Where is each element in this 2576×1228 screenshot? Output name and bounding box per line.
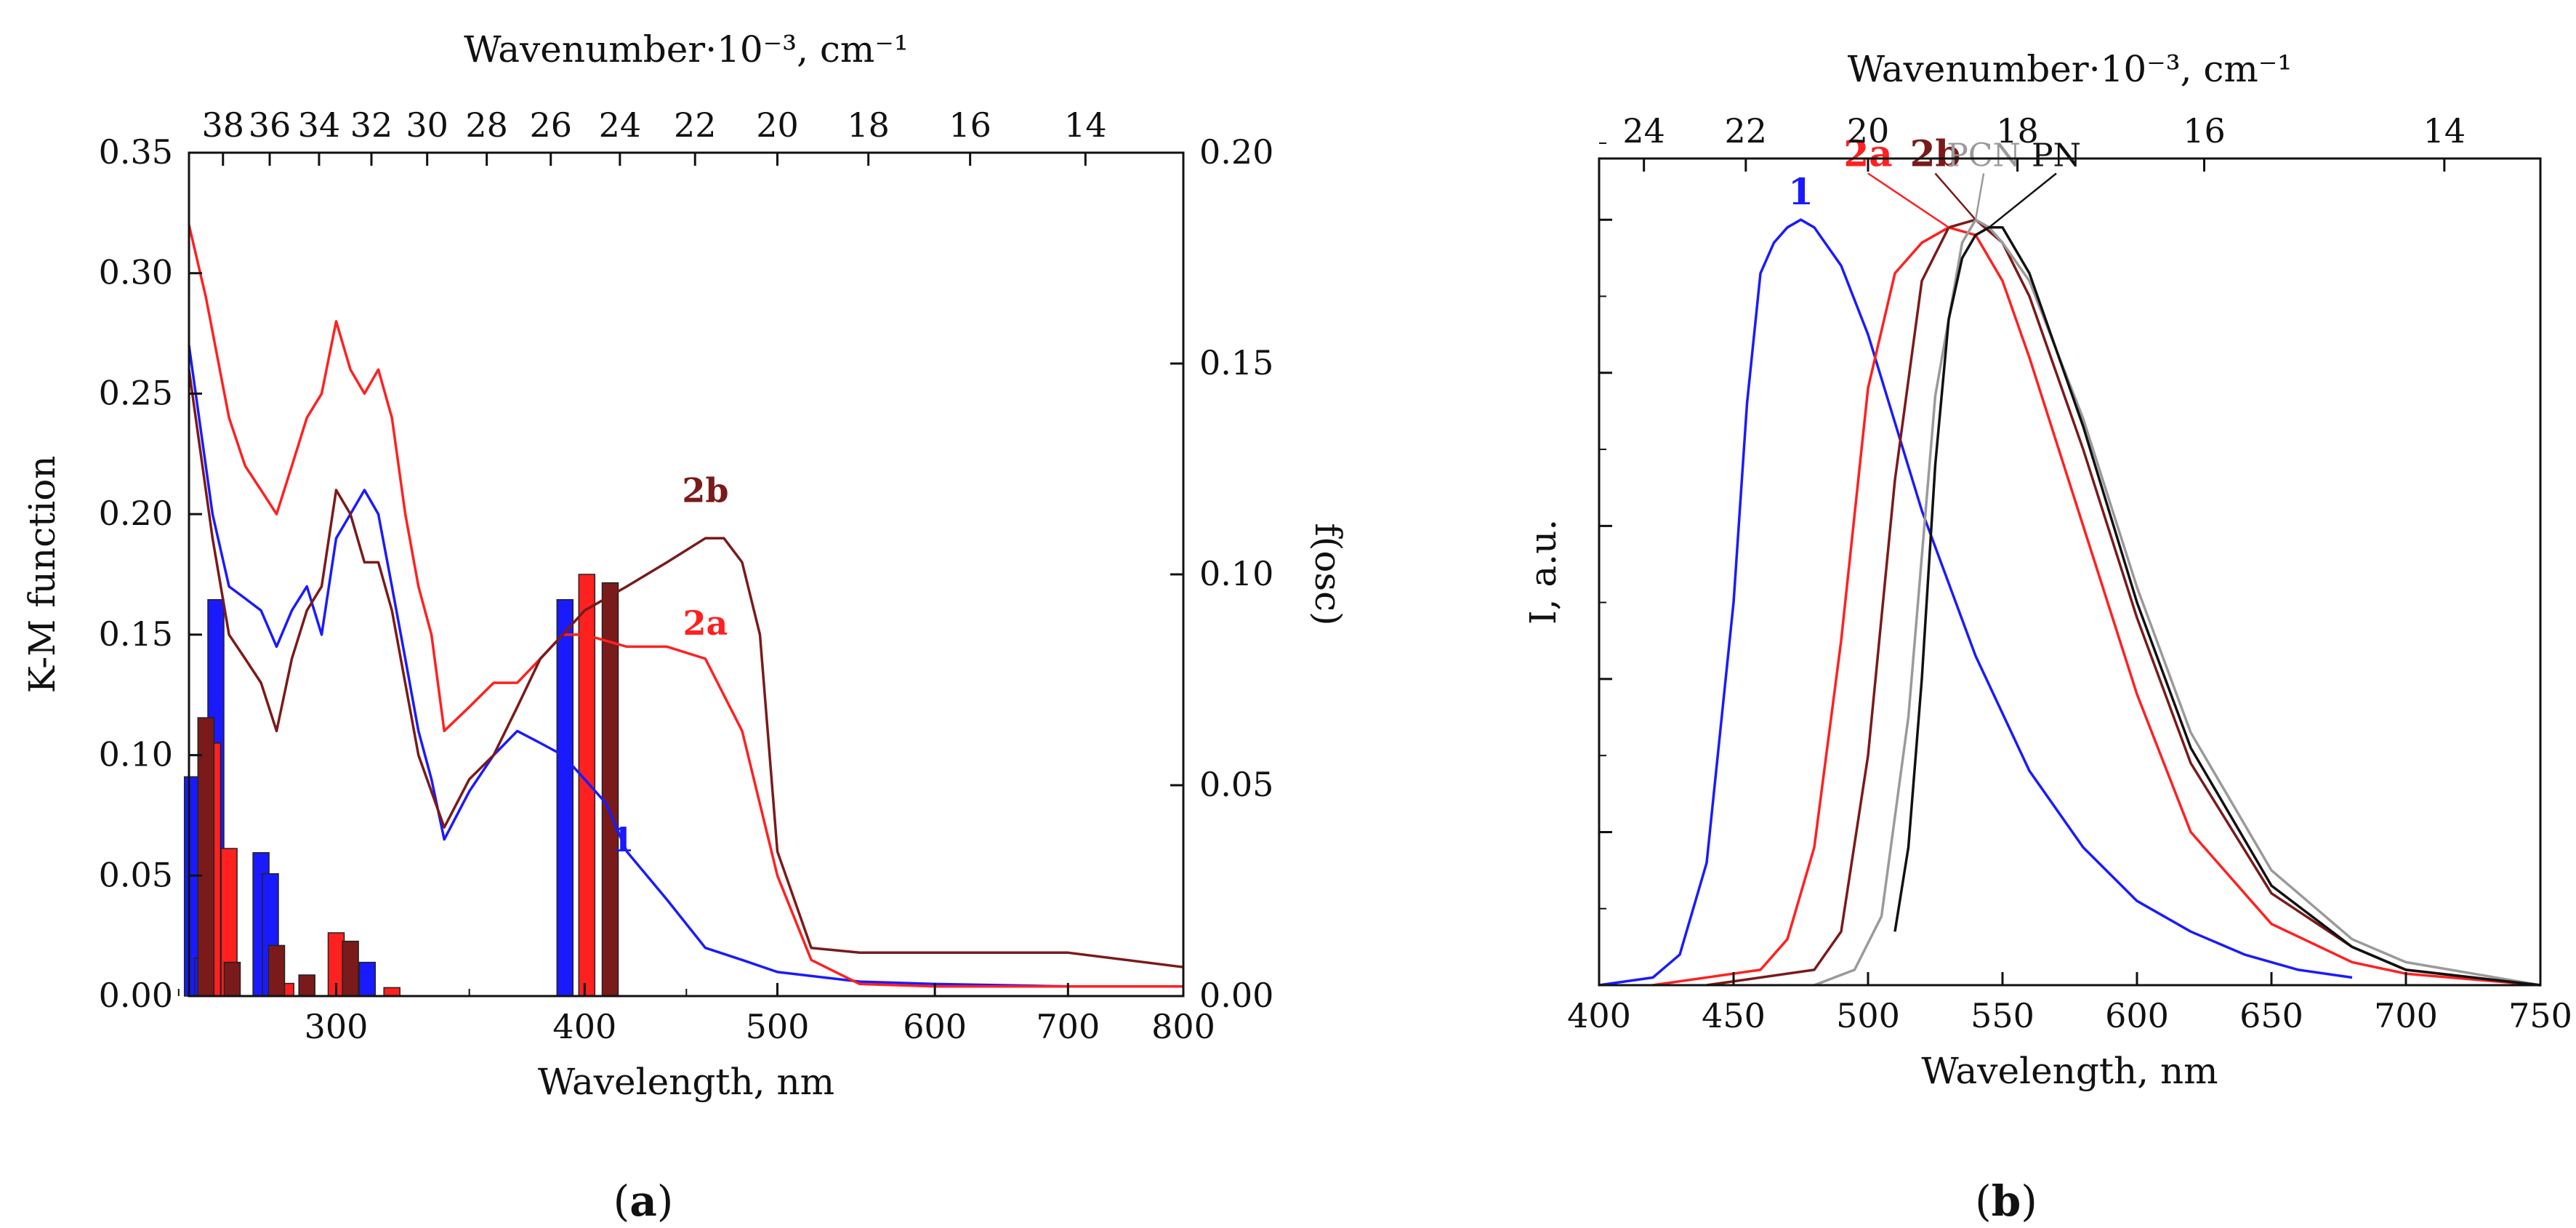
leader-line-2b — [1934, 172, 1976, 221]
y2-tick-label-a-0.10: 0.10 — [1199, 554, 1273, 593]
bar-1-7 — [358, 961, 377, 997]
top-tick-label-b-20: 20 — [1847, 111, 1890, 151]
y2-tick-label-a-0.15: 0.15 — [1199, 343, 1273, 382]
top-tick-label-a-28: 28 — [465, 105, 508, 145]
curve-2b — [1706, 218, 2541, 987]
top-tick-label-a-24: 24 — [599, 105, 642, 145]
x-tick-label-b-650: 650 — [2239, 996, 2303, 1035]
leader-line-PN — [1988, 172, 2057, 228]
top-tick-label-a-34: 34 — [298, 105, 341, 145]
x-axis-title-b: Wavelength, nm — [1921, 1050, 2218, 1092]
top-tick-label-a-22: 22 — [674, 105, 717, 145]
x-axis-a: 300 400 500 600 700 800 Wavelength, nm — [177, 983, 1215, 1103]
x-tick-label-b-550: 550 — [1971, 996, 2034, 1035]
top-tick-label-b-22: 22 — [1725, 111, 1768, 151]
top-tick-label-a-36: 36 — [249, 105, 291, 145]
curve-2a — [1652, 226, 2541, 987]
y-axis-title-a: K-M function — [21, 455, 63, 693]
x-tick-label-b-600: 600 — [2105, 996, 2169, 1035]
axes-frame-a — [188, 151, 1185, 998]
leader-line-PCN — [1974, 173, 1985, 220]
y-tick-label-a-0.15: 0.15 — [99, 614, 173, 654]
series-label-2a: 2a — [683, 603, 728, 643]
bar-1-8 — [556, 599, 574, 997]
x-tick-label-a-800: 800 — [1151, 1007, 1215, 1046]
curve-1 — [188, 345, 1183, 988]
x-tick-label-a-600: 600 — [903, 1007, 967, 1046]
x-tick-label-a-300: 300 — [305, 1007, 369, 1046]
x-tick-label-a-700: 700 — [1036, 1007, 1100, 1046]
bar-2b-0 — [197, 717, 215, 997]
top-tick-label-b-16: 16 — [2183, 111, 2226, 151]
y2-tick-label-a-0.05: 0.05 — [1199, 765, 1273, 804]
top-tick-label-a-14: 14 — [1064, 105, 1107, 145]
top-tick-label-a-20: 20 — [756, 105, 799, 145]
bar-2b-4 — [342, 940, 359, 997]
top-axis-title-a: Wavenumber·10⁻³, cm⁻¹ — [464, 28, 909, 71]
bar-2b-1 — [223, 961, 241, 997]
y2-tick-label-a-0.00: 0.00 — [1199, 976, 1273, 1015]
top-axis-title-b: Wavenumber·10⁻³, cm⁻¹ — [1848, 48, 2293, 90]
leader-line-2a — [1867, 172, 1949, 228]
y-tick-label-a-0.25: 0.25 — [99, 373, 173, 412]
y2-tick-label-a-0.20: 0.20 — [1199, 132, 1273, 172]
y-tick-label-a-0.05: 0.05 — [99, 855, 173, 894]
x-tick-label-a-500: 500 — [746, 1007, 810, 1046]
y-tick-label-a-0.35: 0.35 — [99, 132, 173, 172]
curve-2b — [188, 369, 1184, 968]
panel-label-b: (b) — [1975, 1176, 2037, 1226]
panel-a-chart: 1 2a 2b 300 400 500 600 700 800 Wavelength, nm 0.0… — [21, 28, 1349, 1103]
series-label-PN: PN — [2032, 137, 2081, 174]
bars-2b — [197, 582, 619, 997]
x-tick-label-b-750: 750 — [2508, 996, 2572, 1035]
top-tick-label-a-26: 26 — [529, 105, 572, 145]
axes-frame-b — [1598, 157, 2542, 987]
top-tick-label-a-30: 30 — [406, 105, 448, 145]
top-tick-label-a-32: 32 — [350, 105, 393, 145]
y-axis-a: 0.00 0.05 0.10 0.15 0.20 0.25 0.30 0.35 K-M func… — [21, 132, 202, 1015]
x-tick-label-b-500: 500 — [1836, 996, 1900, 1035]
curve-PCN — [1814, 218, 2541, 987]
x-tick-label-a-400: 400 — [552, 1007, 616, 1046]
x-axis-b: 400 450 500 550 600 650 700 750 Wavelength, nm — [1567, 972, 2572, 1092]
series-label-2b: 2b — [682, 471, 728, 510]
top-axis-a: 38 36 34 32 30 28 26 24 22 20 18 16 14 Wavenumber·10⁻… — [202, 28, 1107, 166]
top-tick-label-a-18: 18 — [847, 105, 890, 145]
top-tick-label-b-14: 14 — [2423, 111, 2466, 151]
y2-axis-a: 0.00 0.05 0.10 0.15 0.20 f(osc) — [1170, 132, 1349, 1015]
x-tick-label-b-400: 400 — [1567, 996, 1631, 1035]
plot-area-a: 1 2a 2b — [183, 225, 1184, 997]
curve-1 — [1598, 218, 2353, 987]
series-label-2b: 2b — [1910, 132, 1961, 175]
y-tick-label-a-0.00: 0.00 — [99, 976, 173, 1015]
bar-2b-3 — [298, 974, 315, 997]
series-label-1: 1 — [611, 820, 635, 859]
top-tick-label-b-24: 24 — [1622, 111, 1665, 151]
y2-axis-title-a: f(osc) — [1307, 523, 1349, 625]
top-tick-label-b-18: 18 — [1996, 111, 2039, 151]
curve-2a — [188, 225, 1183, 988]
x-tick-label-b-450: 450 — [1702, 996, 1766, 1035]
x-axis-title-a: Wavelength, nm — [538, 1061, 834, 1103]
top-tick-label-a-16: 16 — [949, 105, 991, 145]
bar-2a-4 — [383, 987, 401, 997]
curve-PN — [1893, 226, 2541, 987]
top-axis-b: 24 22 20 18 16 14 Wavenumber·10⁻³, cm⁻¹ — [1622, 48, 2466, 172]
x-tick-label-b-700: 700 — [2374, 996, 2438, 1035]
bar-2b-2 — [267, 944, 286, 997]
series-label-PCN: PCN — [1947, 137, 2021, 174]
panel-label-a: (a) — [613, 1176, 674, 1226]
series-label-1: 1 — [1788, 170, 1814, 213]
top-tick-label-a-38: 38 — [202, 105, 245, 145]
y-tick-label-a-0.10: 0.10 — [99, 735, 173, 774]
y-tick-label-a-0.30: 0.30 — [99, 253, 173, 292]
bars-1 — [183, 599, 574, 997]
y-axis-title-b: I, a.u. — [1522, 519, 1564, 625]
y-tick-label-a-0.20: 0.20 — [99, 494, 173, 533]
y-axis-b: I, a.u. — [1522, 142, 1612, 987]
